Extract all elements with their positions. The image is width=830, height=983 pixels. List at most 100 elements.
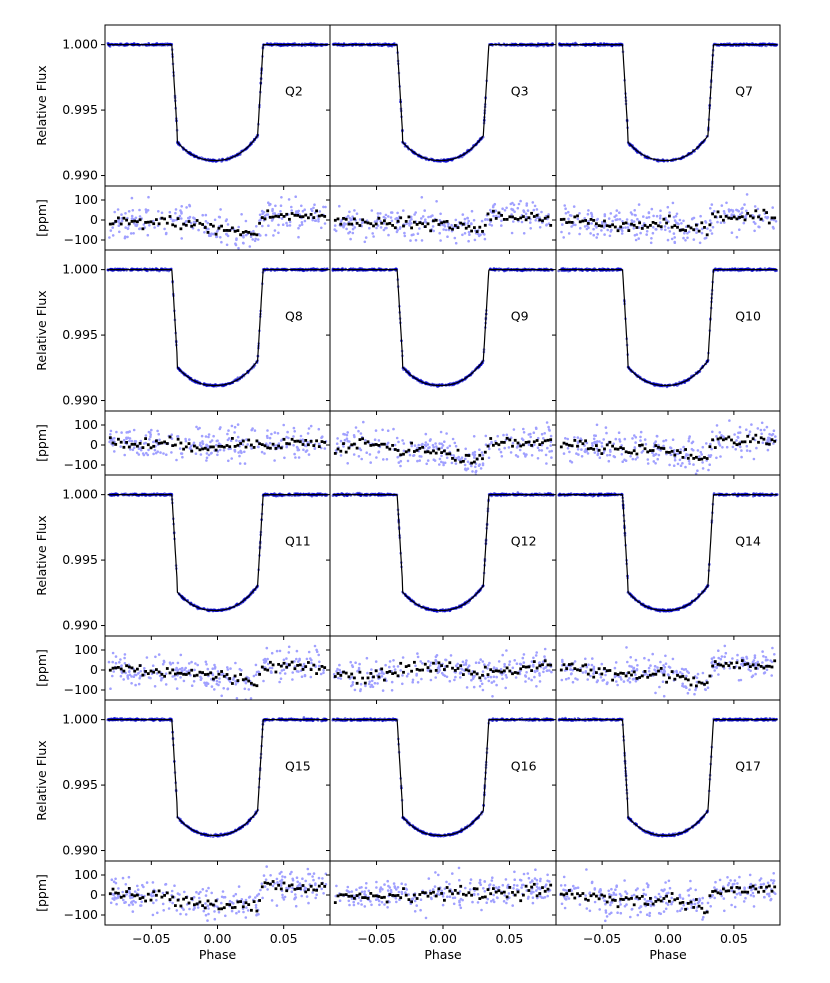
binned-residual xyxy=(214,448,218,452)
residual-point xyxy=(674,214,678,218)
binned-residual xyxy=(581,219,585,223)
binned-residual xyxy=(239,442,242,445)
residual-point xyxy=(109,433,112,436)
residual-point xyxy=(515,446,519,449)
flux-axis-label: Relative Flux xyxy=(34,290,49,370)
residual-point xyxy=(168,210,172,214)
binned-residual xyxy=(152,222,156,226)
residual-point xyxy=(243,462,247,465)
binned-residual xyxy=(489,437,493,440)
residual-point xyxy=(738,425,742,429)
residual-point xyxy=(176,435,180,438)
binned-residual xyxy=(481,457,484,461)
binned-residual xyxy=(260,443,264,446)
binned-residual xyxy=(432,219,435,223)
residual-point xyxy=(257,445,260,449)
flux-point xyxy=(390,45,394,48)
residual-point xyxy=(181,455,184,459)
residual-point xyxy=(521,438,525,442)
residual-point xyxy=(634,238,638,242)
binned-residual xyxy=(122,445,126,449)
residual-point xyxy=(664,228,667,232)
residual-point xyxy=(466,222,470,225)
residual-point xyxy=(226,432,229,436)
binned-residual xyxy=(524,441,528,444)
residual-point xyxy=(516,455,520,458)
residual-point xyxy=(602,226,606,229)
residual-point xyxy=(538,449,541,452)
residual-point xyxy=(320,436,323,440)
binned-residual xyxy=(751,216,755,220)
binned-residual xyxy=(388,447,392,451)
residual-point xyxy=(233,431,236,434)
binned-residual xyxy=(437,447,441,451)
residual-point xyxy=(282,423,286,427)
residual-point xyxy=(752,457,756,461)
residual-point xyxy=(139,439,143,443)
residual-point xyxy=(509,436,513,440)
residual-point xyxy=(672,464,676,468)
residual-point xyxy=(240,213,243,216)
residual-point xyxy=(292,426,296,430)
binned-residual xyxy=(206,231,210,234)
residual-point xyxy=(307,427,311,430)
binned-residual xyxy=(541,219,544,223)
residual-point xyxy=(579,226,582,230)
residual-point xyxy=(564,212,568,215)
residual-point xyxy=(478,448,481,452)
binned-residual xyxy=(198,221,202,225)
binned-residual xyxy=(233,445,237,448)
residual-point xyxy=(335,442,339,446)
residual-point xyxy=(546,217,549,221)
binned-residual xyxy=(486,444,490,448)
binned-residual xyxy=(530,444,533,447)
residual-point xyxy=(514,454,518,457)
residual-point xyxy=(196,427,200,431)
residual-point xyxy=(268,436,272,440)
binned-residual xyxy=(434,451,438,455)
residual-point xyxy=(342,445,345,448)
residual-point xyxy=(393,443,397,447)
residual-point xyxy=(398,227,402,230)
binned-residual xyxy=(410,226,413,230)
binned-residual xyxy=(754,209,758,213)
residual-point xyxy=(525,202,529,205)
residual-point xyxy=(233,425,237,429)
residual-point xyxy=(352,434,356,437)
binned-residual xyxy=(255,439,259,443)
residual-point xyxy=(682,236,685,240)
residual-point xyxy=(359,448,363,452)
residual-point xyxy=(659,214,662,218)
binned-residual xyxy=(317,214,321,218)
binned-residual xyxy=(138,218,142,222)
residual-point xyxy=(180,237,183,240)
residual-point xyxy=(272,234,275,237)
binned-residual xyxy=(339,222,343,226)
residual-point xyxy=(467,230,471,234)
residual-point xyxy=(589,232,592,235)
binned-residual xyxy=(157,441,161,445)
residual-point xyxy=(296,448,300,452)
binned-residual xyxy=(247,231,251,234)
residual-point xyxy=(692,238,696,241)
residual-point xyxy=(132,428,136,432)
residual-point xyxy=(484,218,487,221)
binned-residual xyxy=(336,217,340,221)
residual-point xyxy=(438,231,442,235)
residual-point xyxy=(663,225,667,228)
residual-point xyxy=(215,235,219,239)
residual-point xyxy=(423,209,427,212)
binned-residual xyxy=(434,218,438,222)
residual-point xyxy=(205,459,208,462)
residual-point xyxy=(334,229,338,233)
residual-point xyxy=(533,443,536,447)
residual-point xyxy=(672,232,676,235)
residual-point xyxy=(690,217,694,221)
binned-residual xyxy=(391,444,394,447)
residual-point xyxy=(536,457,540,460)
residual-point xyxy=(109,429,113,433)
binned-residual xyxy=(108,436,112,440)
residual-point xyxy=(220,240,223,244)
residual-point xyxy=(271,217,275,221)
residual-point xyxy=(285,221,288,225)
